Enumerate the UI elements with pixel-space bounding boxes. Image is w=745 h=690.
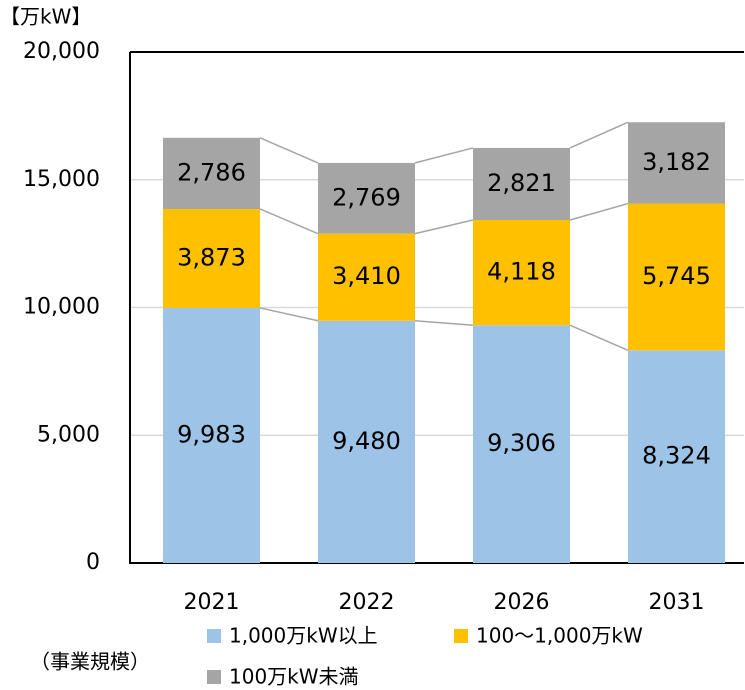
bar-segment	[473, 147, 570, 221]
bar-segment	[318, 162, 415, 234]
data-label: 2,786	[177, 158, 246, 186]
y-tick-label: 20,000	[23, 39, 100, 64]
data-label: 2,821	[487, 169, 556, 197]
bar-segment	[473, 220, 570, 326]
connector-line	[569, 324, 629, 352]
data-label: 3,873	[177, 243, 246, 271]
bar-segment	[473, 325, 570, 563]
legend-swatch	[454, 629, 468, 643]
connector-line	[569, 121, 629, 149]
connector-line	[259, 307, 319, 322]
data-label: 2,769	[332, 183, 401, 211]
legend-swatch	[207, 670, 221, 684]
connector-line	[414, 320, 474, 326]
data-label: 9,306	[487, 429, 556, 457]
y-tick-label: 15,000	[23, 167, 100, 192]
y-tick-label: 0	[86, 550, 100, 575]
connector-line	[414, 219, 474, 235]
y-tick-label: 10,000	[23, 295, 100, 320]
bar-segment	[628, 122, 725, 204]
bar-segment	[163, 208, 260, 308]
unit-label: 【万kW】	[0, 5, 91, 29]
legend-label: 1,000万kW以上	[229, 624, 378, 648]
legend-swatch	[207, 629, 221, 643]
legend-title: （事業規模）	[30, 650, 150, 674]
x-tick-label: 2026	[494, 590, 550, 615]
bar-segment	[163, 307, 260, 563]
bar-segment	[318, 320, 415, 563]
legend-label: 100～1,000万kW	[476, 624, 643, 648]
bar-segment	[318, 233, 415, 321]
x-tick-label: 2031	[649, 590, 705, 615]
data-label: 4,118	[487, 258, 556, 286]
data-label: 9,480	[332, 427, 401, 455]
bar-segment	[628, 203, 725, 351]
y-tick-label: 5,000	[37, 422, 100, 447]
x-tick-label: 2021	[184, 590, 240, 615]
connector-line	[414, 147, 474, 164]
data-label: 8,324	[642, 442, 711, 470]
connector-line	[259, 137, 319, 164]
data-label: 5,745	[642, 262, 711, 290]
x-tick-label: 2022	[339, 590, 395, 615]
data-label: 3,410	[332, 262, 401, 290]
connector-line	[569, 202, 629, 221]
data-label: 9,983	[177, 420, 246, 448]
connector-line	[259, 208, 319, 235]
bar-segment	[628, 350, 725, 563]
data-label: 3,182	[642, 148, 711, 176]
legend-label: 100万kW未満	[229, 665, 359, 689]
bar-segment	[163, 137, 260, 209]
